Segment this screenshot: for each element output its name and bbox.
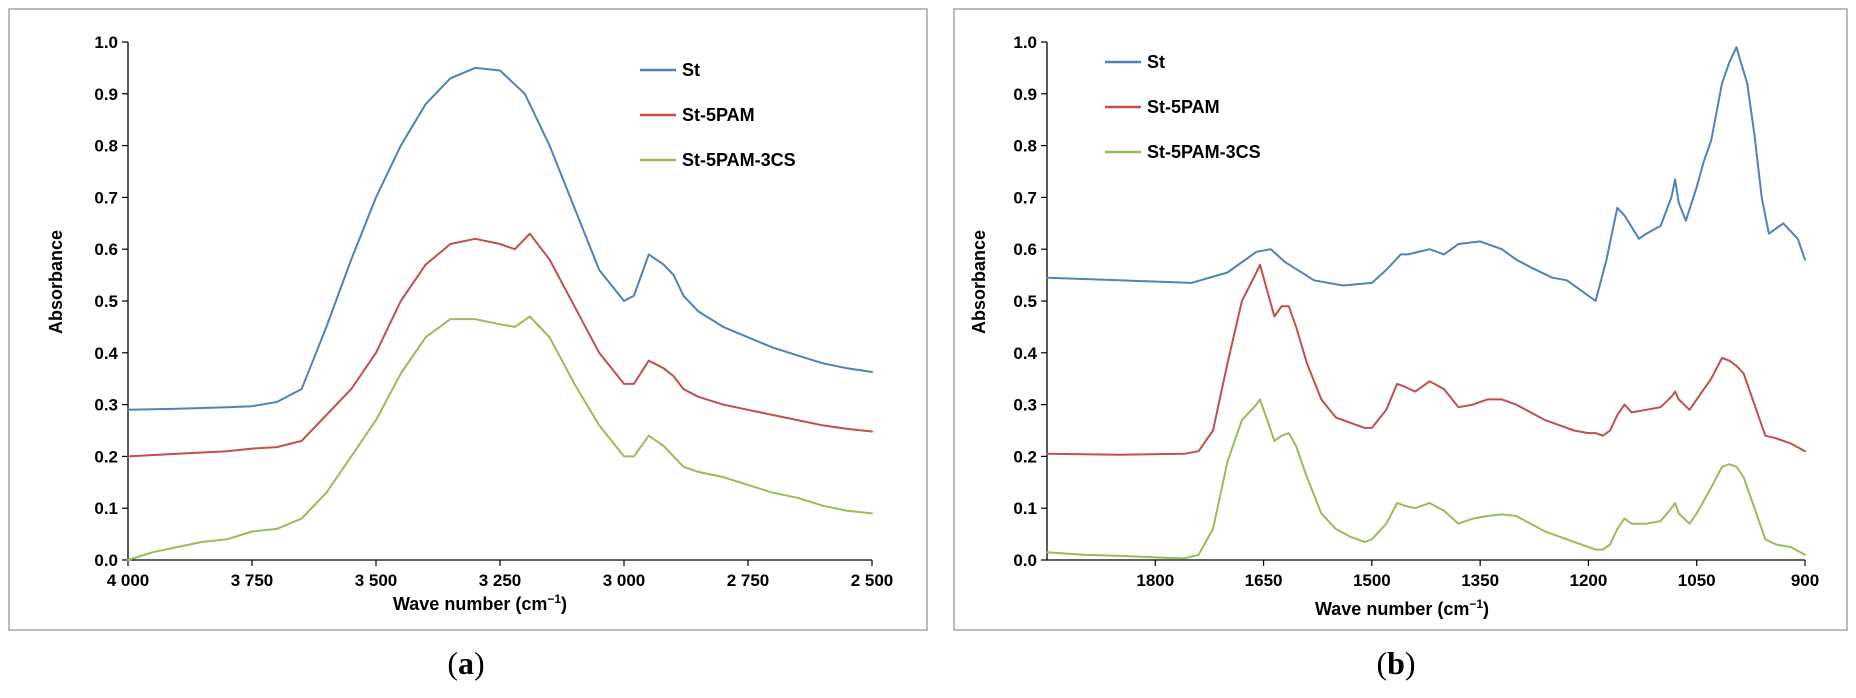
panel-a-series-st-5pam-3cs <box>127 315 873 561</box>
panel-a-x-tick-label: 3 750 <box>231 571 274 590</box>
panel-b-x-tick-label: 1200 <box>1570 571 1608 590</box>
panel-b-y-tick-label: 0.7 <box>1013 188 1037 207</box>
panel-a-y-tick-label: 0.8 <box>94 137 118 156</box>
panel-b-x-axis-title: Wave number (cm−1) <box>1315 597 1489 619</box>
panel-b-x-tick-label: 1350 <box>1461 571 1499 590</box>
panel-a-legend-label: St-5PAM-3CS <box>682 150 796 170</box>
panel-b-legend-label: St-5PAM <box>1147 97 1220 117</box>
panel-b-x-tick-label: 1500 <box>1353 571 1391 590</box>
panel-a-y-axis-title: Absorbance <box>46 230 66 334</box>
panel-a-legend-label: St-5PAM <box>682 105 755 125</box>
panel-a-y-tick-label: 0.5 <box>94 292 118 311</box>
panel-b-x-tick-label: 1050 <box>1678 571 1716 590</box>
panel-b-y-tick-label: 0.3 <box>1013 396 1037 415</box>
panel-b-y-tick-label: 1.0 <box>1013 33 1037 52</box>
panel-b-y-tick-label: 0.9 <box>1013 85 1037 104</box>
panel-b-x-tick-label: 1800 <box>1136 571 1174 590</box>
panel-a-x-tick-label: 2 750 <box>727 571 770 590</box>
panel-b-y-axis-title: Absorbance <box>969 230 989 334</box>
panel-a-y-tick-label: 0.3 <box>94 396 118 415</box>
panel-b-y-tick-label: 0.6 <box>1013 240 1037 259</box>
panel-b: 0.0 0.1 0.2 0.3 0.4 0.5 0.6 0.7 0.8 0.9 1.0 1800 165… <box>953 8 1848 681</box>
panel-b-y-tick-label: 0.0 <box>1013 551 1037 570</box>
panel-b-y-tick-label: 0.8 <box>1013 137 1037 156</box>
panel-b-series-st-5pam-3cs <box>1046 398 1806 560</box>
panel-a: 0.0 0.1 0.2 0.3 0.4 0.5 0.6 0.7 0.8 0.9 1.0 4 000 3 … <box>8 8 928 681</box>
panel-a-y-tick-label: 0.1 <box>94 499 118 518</box>
panel-a-legend-label: St <box>682 60 700 80</box>
panel-a-y-tick-label: 0.0 <box>94 551 118 570</box>
panel-b-legend: St St-5PAM St-5PAM-3CS <box>1105 52 1261 162</box>
panel-a-series-st-5pam <box>127 232 873 458</box>
panel-b-y-tick-label: 0.2 <box>1013 447 1037 466</box>
panel-b-frame <box>953 8 1848 631</box>
panel-a-y-tick-label: 0.7 <box>94 188 118 207</box>
panel-b-caption: (b) <box>1376 645 1415 681</box>
panel-b-legend-label: St <box>1147 52 1165 72</box>
panel-b-plot-area: 0.0 0.1 0.2 0.3 0.4 0.5 0.6 0.7 0.8 0.9 1.0 1800 165… <box>1013 33 1819 590</box>
panel-a-x-tick-label: 3 000 <box>603 571 646 590</box>
panel-a-legend: St St-5PAM St-5PAM-3CS <box>640 60 796 170</box>
panel-b-legend-label: St-5PAM-3CS <box>1147 142 1261 162</box>
panel-a-frame <box>8 8 928 631</box>
panel-b-series-st-5pam <box>1046 263 1806 456</box>
panel-a-caption: (a) <box>447 645 484 681</box>
panel-a-x-tick-label: 4 000 <box>107 571 150 590</box>
panel-b-x-tick-label: 1650 <box>1245 571 1283 590</box>
panel-b-series-st <box>1046 46 1806 302</box>
panel-a-y-tick-label: 0.2 <box>94 447 118 466</box>
panel-a-x-tick-label: 3 250 <box>479 571 522 590</box>
panel-a-x-axis-title: Wave number (cm−1) <box>393 592 567 614</box>
panel-a-plot-area: 0.0 0.1 0.2 0.3 0.4 0.5 0.6 0.7 0.8 0.9 1.0 4 000 3 … <box>94 33 893 590</box>
panel-a-y-tick-label: 0.4 <box>94 344 118 363</box>
panel-a-y-tick-label: 0.6 <box>94 240 118 259</box>
panel-a-x-tick-label: 2 500 <box>851 571 894 590</box>
panel-a-y-tick-label: 0.9 <box>94 85 118 104</box>
panel-a-y-tick-label: 1.0 <box>94 33 118 52</box>
panel-b-y-tick-label: 0.4 <box>1013 344 1037 363</box>
panel-b-y-tick-label: 0.1 <box>1013 499 1037 518</box>
panel-a-series-st <box>127 66 873 411</box>
panel-b-x-tick-label: 900 <box>1791 571 1819 590</box>
panel-a-x-tick-label: 3 500 <box>355 571 398 590</box>
panel-b-y-tick-label: 0.5 <box>1013 292 1037 311</box>
